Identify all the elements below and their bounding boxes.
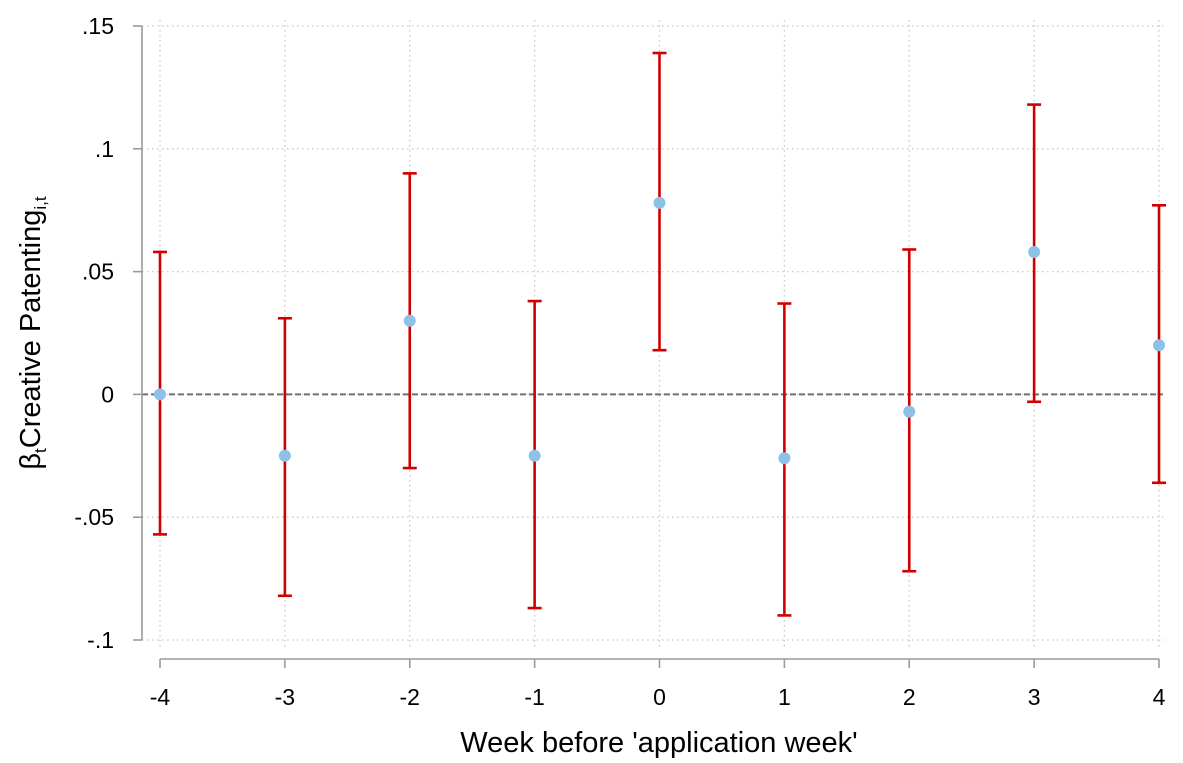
point-estimate <box>1028 245 1041 258</box>
x-tick-label: 2 <box>903 684 916 710</box>
x-axis-label: Week before 'application week' <box>460 727 857 759</box>
x-tick-label: 4 <box>1153 684 1166 710</box>
point-estimate <box>278 449 291 462</box>
y-tick-label: .15 <box>82 13 114 39</box>
y-tick-label: -.05 <box>74 504 114 530</box>
point-estimate <box>528 449 541 462</box>
x-tick-label: 1 <box>778 684 791 710</box>
point-estimate <box>653 196 666 209</box>
y-tick-label: .05 <box>82 259 114 285</box>
point-estimate <box>403 314 416 327</box>
x-tick-label: -3 <box>275 684 295 710</box>
x-tick-label: -4 <box>150 684 171 710</box>
point-estimate <box>1153 339 1165 352</box>
point-estimate <box>778 452 791 465</box>
x-tick-label: 3 <box>1028 684 1041 710</box>
x-tick-label: -1 <box>524 684 544 710</box>
x-ticks: -4 -3 -2 -1 0 1 2 3 4 <box>150 659 1166 710</box>
point-estimate <box>154 388 166 401</box>
y-tick-label: .1 <box>95 136 114 162</box>
x-tick-label: 0 <box>653 684 666 710</box>
y-axis-label-beta-sub: t <box>31 448 50 453</box>
y-tick-label: -.1 <box>87 627 114 653</box>
point-estimate <box>903 405 916 418</box>
x-tick-label: -2 <box>400 684 420 710</box>
y-axis-label-beta: β <box>15 453 47 470</box>
y-tick-label: 0 <box>101 381 114 407</box>
axes <box>141 26 1159 660</box>
y-ticks: -.1 -.05 0 .05 .1 .15 <box>74 13 142 653</box>
grid-layer <box>142 20 1163 648</box>
y-axis-label-main: Creative Patenting <box>15 210 47 449</box>
y-axis-label-main-sub: i,t <box>31 196 50 210</box>
points <box>154 196 1165 465</box>
y-axis-label: βtCreative Patentingi,t <box>15 196 50 470</box>
